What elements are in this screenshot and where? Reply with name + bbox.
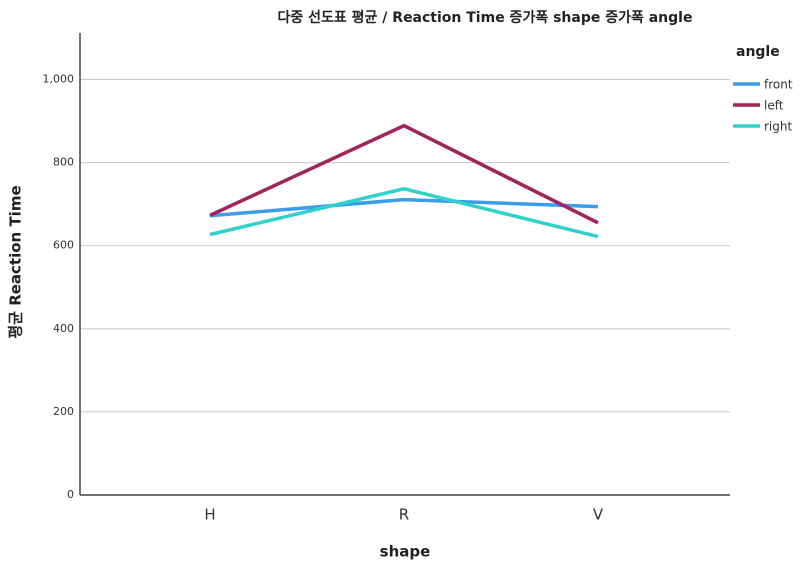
line-series [209, 123, 599, 225]
y-tick-label: 800 [53, 156, 74, 169]
x-tick-label: R [399, 506, 409, 524]
line-series [209, 187, 599, 239]
chart-title: 다중 선도표 평균 / Reaction Time 증가폭 shape 증가폭 … [278, 9, 693, 26]
line-series [209, 197, 599, 218]
legend-label: left [764, 99, 784, 113]
y-tick-label: 600 [53, 239, 74, 252]
legend-title: angle [736, 44, 780, 60]
y-tick-label: 0 [67, 488, 74, 501]
y-tick-label: 200 [53, 405, 74, 418]
x-tick-label: V [593, 506, 604, 524]
legend-label: front [764, 78, 793, 92]
x-axis-title: shape [380, 543, 431, 561]
y-axis-title: 평균 Reaction Time [7, 185, 25, 338]
y-tick-label: 400 [53, 322, 74, 335]
x-tick-label: H [204, 506, 215, 524]
legend-label: right [764, 120, 792, 134]
y-tick-label: 1,000 [43, 73, 75, 86]
